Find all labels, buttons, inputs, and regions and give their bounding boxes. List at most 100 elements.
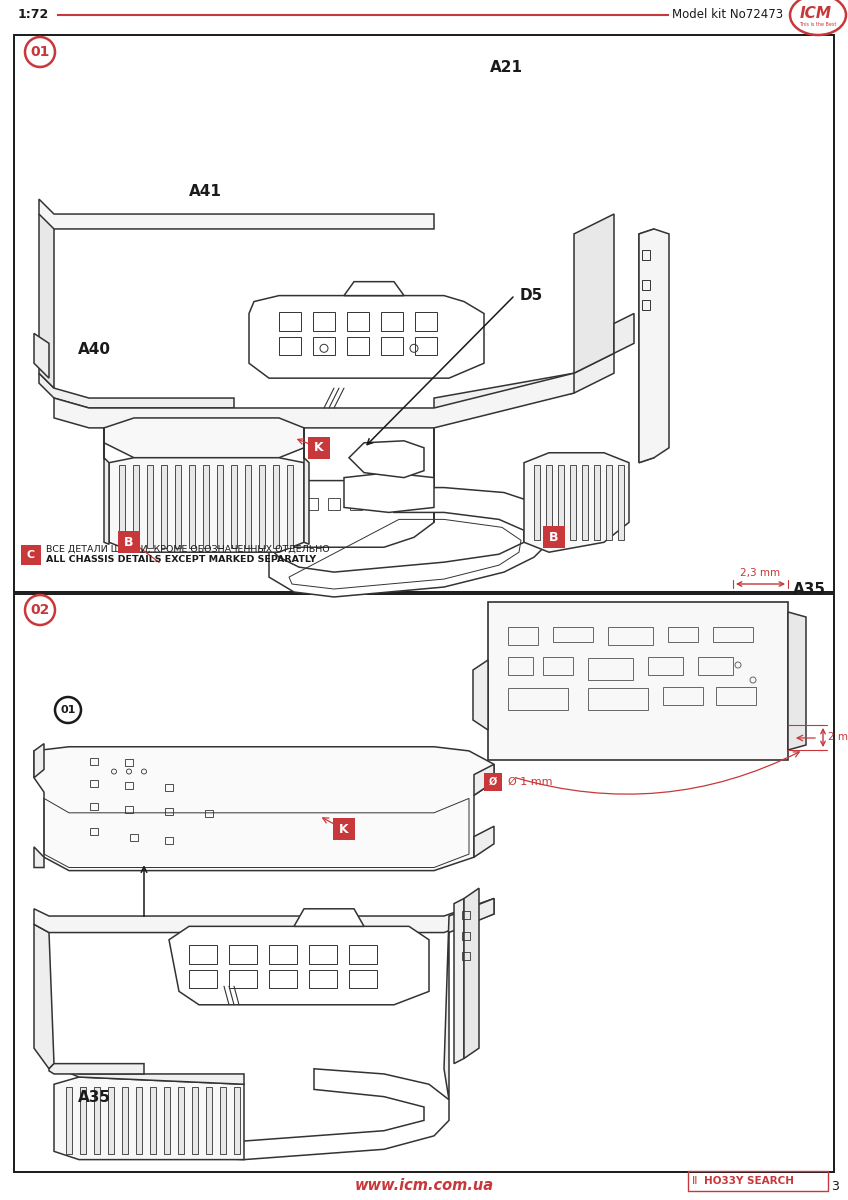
Polygon shape	[203, 464, 209, 548]
Bar	[713, 626, 753, 642]
Text: 1:72: 1:72	[18, 8, 49, 22]
Polygon shape	[639, 229, 654, 463]
Bar	[648, 658, 683, 674]
Polygon shape	[49, 1063, 144, 1074]
Text: K: K	[315, 442, 324, 455]
Bar	[588, 688, 648, 710]
Bar	[608, 626, 653, 646]
Polygon shape	[582, 464, 588, 540]
Bar	[508, 658, 533, 674]
Polygon shape	[34, 746, 494, 871]
Bar	[14, 35, 834, 592]
Polygon shape	[273, 464, 279, 548]
Polygon shape	[108, 1087, 114, 1154]
Polygon shape	[104, 428, 109, 545]
Circle shape	[25, 595, 55, 625]
Polygon shape	[122, 1087, 128, 1154]
FancyBboxPatch shape	[543, 527, 565, 548]
Bar	[642, 280, 650, 289]
Text: Ø 1 mm: Ø 1 mm	[508, 778, 553, 787]
Polygon shape	[534, 464, 540, 540]
Text: 2,3 mm: 2,3 mm	[740, 568, 780, 578]
Polygon shape	[192, 1087, 198, 1154]
Bar	[125, 782, 133, 788]
Polygon shape	[136, 1087, 142, 1154]
Polygon shape	[344, 473, 434, 512]
Text: A41: A41	[188, 185, 221, 199]
Bar	[14, 594, 834, 1172]
Polygon shape	[39, 214, 54, 388]
Bar	[90, 780, 98, 787]
Text: HO33Y SEARCH: HO33Y SEARCH	[704, 1176, 794, 1186]
Text: www.icm.com.ua: www.icm.com.ua	[354, 1178, 494, 1194]
Polygon shape	[639, 229, 669, 463]
Bar	[205, 810, 213, 817]
Bar	[90, 758, 98, 766]
Polygon shape	[39, 373, 234, 408]
FancyBboxPatch shape	[118, 532, 140, 553]
Bar	[125, 760, 133, 767]
Bar	[462, 953, 470, 960]
Polygon shape	[294, 908, 364, 926]
Polygon shape	[304, 428, 309, 545]
Polygon shape	[161, 464, 167, 548]
Bar	[165, 784, 173, 791]
Polygon shape	[249, 295, 484, 378]
Polygon shape	[558, 464, 564, 540]
Polygon shape	[245, 464, 251, 548]
Text: K: K	[339, 823, 349, 836]
Bar	[553, 626, 593, 642]
Bar	[543, 658, 573, 674]
Bar	[642, 300, 650, 310]
Bar	[508, 688, 568, 710]
Bar	[125, 805, 133, 812]
Polygon shape	[119, 464, 125, 548]
Polygon shape	[269, 487, 554, 596]
Polygon shape	[234, 480, 434, 547]
Bar	[716, 686, 756, 704]
Polygon shape	[464, 888, 479, 1058]
Bar	[588, 658, 633, 680]
Text: A40: A40	[78, 342, 111, 358]
Polygon shape	[54, 1063, 244, 1085]
Text: B: B	[125, 535, 134, 548]
Text: ВСЕ ДЕТАЛИ ШАССИ, КРОМЕ ОБОЗНАЧЕННЫХ ОТДЕЛЬНО: ВСЕ ДЕТАЛИ ШАССИ, КРОМЕ ОБОЗНАЧЕННЫХ ОТД…	[46, 545, 330, 553]
Polygon shape	[349, 440, 424, 478]
Polygon shape	[175, 464, 181, 548]
Polygon shape	[444, 899, 494, 1099]
Circle shape	[55, 697, 81, 722]
FancyBboxPatch shape	[21, 545, 41, 565]
Polygon shape	[34, 847, 44, 868]
Text: 3: 3	[831, 1180, 839, 1193]
Text: B: B	[550, 530, 559, 544]
Polygon shape	[454, 899, 464, 1063]
Bar	[488, 602, 788, 760]
Text: Model kit No72473: Model kit No72473	[672, 8, 783, 22]
Text: Ⅱ: Ⅱ	[692, 1176, 698, 1186]
Polygon shape	[434, 353, 614, 522]
Text: Ø: Ø	[489, 778, 497, 787]
Polygon shape	[570, 464, 576, 540]
Polygon shape	[594, 464, 600, 540]
Text: A21: A21	[490, 60, 523, 74]
Polygon shape	[574, 214, 614, 373]
Text: This is the Best: This is the Best	[800, 22, 837, 26]
Polygon shape	[474, 827, 494, 857]
Polygon shape	[234, 1087, 240, 1154]
Polygon shape	[473, 660, 488, 730]
Bar	[90, 803, 98, 810]
Polygon shape	[344, 282, 404, 295]
Text: C: C	[27, 550, 35, 560]
Text: 2 mm: 2 mm	[828, 732, 848, 743]
Polygon shape	[133, 464, 139, 548]
Text: D5: D5	[520, 288, 544, 302]
Polygon shape	[231, 464, 237, 548]
Polygon shape	[546, 464, 552, 540]
FancyBboxPatch shape	[484, 773, 502, 791]
Polygon shape	[54, 1078, 244, 1159]
Bar	[508, 626, 538, 646]
FancyBboxPatch shape	[333, 818, 355, 840]
Polygon shape	[606, 464, 612, 540]
Polygon shape	[54, 373, 574, 428]
Polygon shape	[66, 1087, 72, 1154]
